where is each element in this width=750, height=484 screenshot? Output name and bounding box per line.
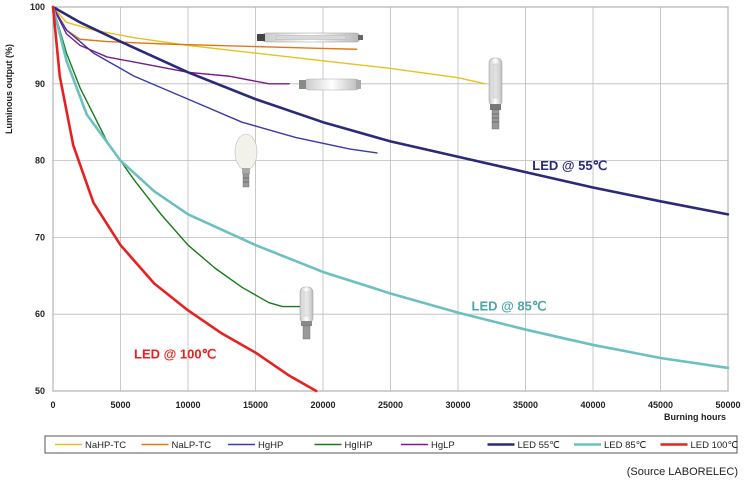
legend-label: HgLP (431, 440, 455, 451)
metal-halide-lamp-icon (299, 286, 314, 340)
y-tick-label: 80 (35, 156, 45, 166)
x-tick-label: 20000 (310, 400, 335, 410)
legend-box (44, 435, 738, 454)
series-line-5 (51, 5, 730, 216)
legend-label: NaHP-TC (85, 440, 126, 451)
series-line-4 (52, 6, 290, 85)
y-tick-label: 90 (35, 79, 45, 89)
x-tick-label: 25000 (378, 400, 403, 410)
y-tick-label: 70 (35, 232, 45, 242)
series-line-6 (51, 5, 730, 370)
legend-label: HgHP (258, 440, 283, 451)
legend-label: LED 55℃ (518, 440, 561, 451)
legend: NaHP-TC NaLP-TC HgHP HgIHP HgLP LED 55℃ LED 85… (44, 435, 739, 454)
legend-label: LED 85℃ (604, 440, 647, 451)
y-tick-label: 60 (35, 309, 45, 319)
x-tick-label: 35000 (513, 400, 538, 410)
mercury-lamp-icon (234, 133, 258, 188)
series-line-2 (52, 6, 378, 154)
source-note: (Source LABORELEC) (626, 466, 738, 478)
x-tick-label: 50000 (715, 400, 740, 410)
curve-annotations: LED @ 55℃ LED @ 85℃ LED @ 100℃ (134, 158, 607, 362)
legend-label: HgIHP (345, 440, 373, 451)
hps-lamp-icon (488, 57, 503, 130)
x-tick-label: 45000 (648, 400, 673, 410)
lamp-pictures (234, 32, 503, 340)
x-tick-label: 0 (50, 400, 55, 410)
legend-label: NaLP-TC (172, 440, 212, 451)
annotation-label: LED @ 85℃ (472, 298, 547, 313)
series-line-7 (51, 5, 318, 393)
nalp-lamp-icon (257, 32, 363, 43)
series-line-0 (52, 6, 486, 85)
annotation-label: LED @ 55℃ (532, 158, 607, 173)
y-tick-label: 50 (35, 386, 45, 396)
x-tick-label: 10000 (175, 400, 200, 410)
legend-label: LED 100℃ (691, 440, 739, 451)
series-line-3 (52, 6, 304, 308)
series-lines (51, 5, 730, 393)
fluorescent-tube-icon (299, 78, 361, 91)
y-axis-label: Luminous output (%) (4, 44, 14, 134)
x-tick-label: 30000 (445, 400, 470, 410)
annotation-label: LED @ 100℃ (134, 347, 216, 362)
x-tick-label: 5000 (110, 400, 130, 410)
x-axis-label: Burning hours (664, 412, 726, 422)
x-tick-label: 40000 (580, 400, 605, 410)
y-tick-label: 100 (30, 2, 45, 12)
x-tick-label: 15000 (243, 400, 268, 410)
